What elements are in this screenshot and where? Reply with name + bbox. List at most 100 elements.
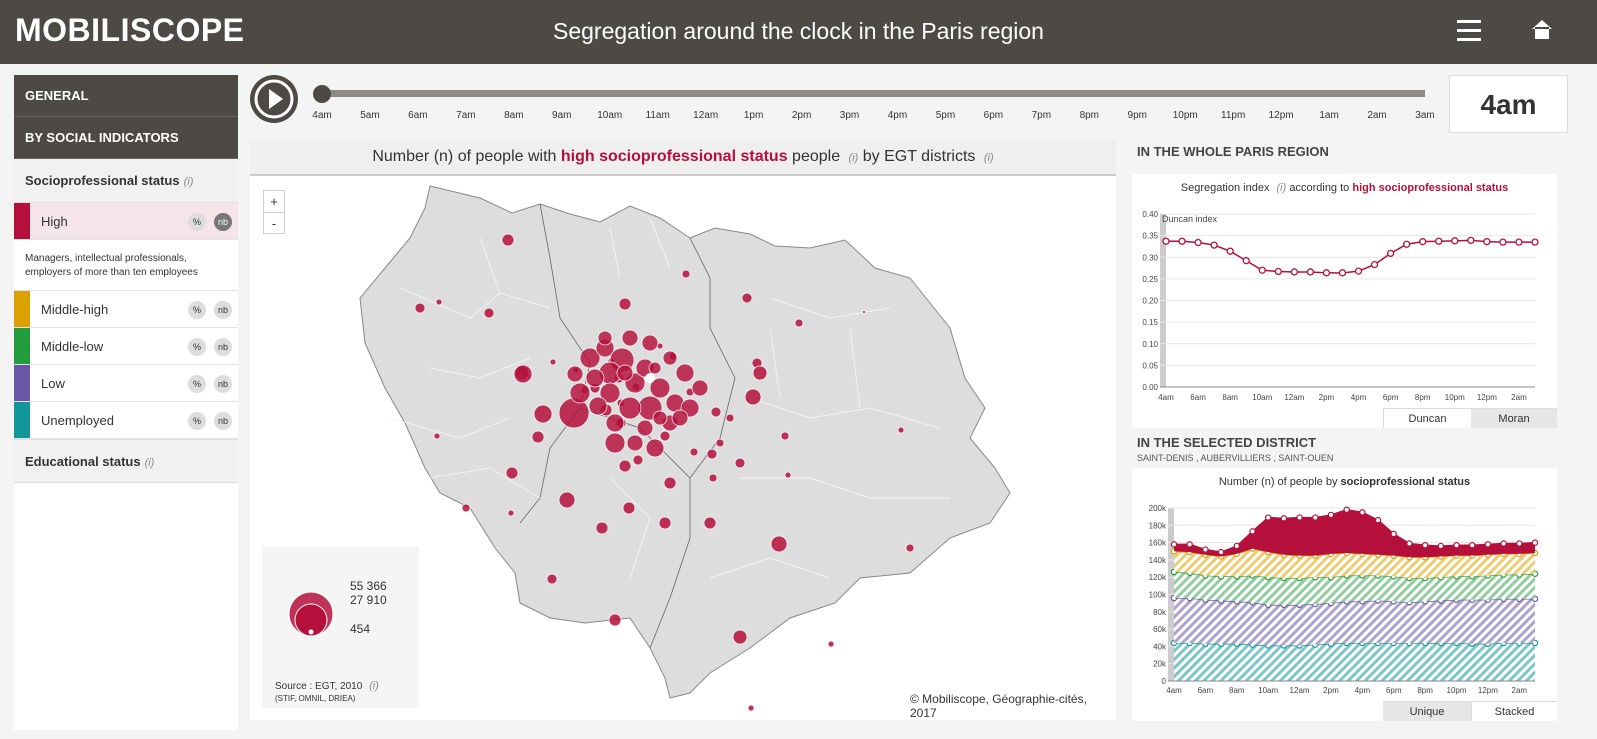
- district-bubble[interactable]: [605, 413, 625, 433]
- tab-moran[interactable]: Moran: [1471, 408, 1557, 428]
- hour-tick-label[interactable]: 7am: [456, 110, 475, 121]
- index-point[interactable]: [1178, 237, 1186, 245]
- time-slider[interactable]: 4am 5am 6am 7am 8am 9am 10am 11am 12am 1pm 2pm 3pm 4…: [310, 80, 1440, 125]
- district-bubble[interactable]: [608, 613, 622, 627]
- district-bubble[interactable]: [618, 459, 632, 473]
- info-icon[interactable]: (i): [1276, 182, 1287, 194]
- series-point[interactable]: [1437, 542, 1445, 550]
- category-item-high[interactable]: High% nb: [14, 203, 238, 240]
- series-point[interactable]: [1280, 515, 1288, 522]
- hour-tick-label[interactable]: 2pm: [792, 110, 811, 121]
- district-bubble[interactable]: [599, 382, 621, 404]
- info-icon[interactable]: (i): [144, 457, 155, 469]
- district-bubble[interactable]: [708, 473, 718, 483]
- district-bubble[interactable]: [725, 413, 735, 423]
- info-icon[interactable]: (i): [983, 152, 994, 164]
- district-bubble[interactable]: [649, 377, 671, 399]
- series-point[interactable]: [1217, 548, 1225, 556]
- selected-district-marker[interactable]: [645, 373, 655, 383]
- index-point[interactable]: [1370, 260, 1379, 269]
- district-bubble[interactable]: [414, 302, 426, 314]
- number-toggle[interactable]: nb: [214, 213, 232, 231]
- hour-tick-label[interactable]: 3pm: [840, 110, 859, 121]
- district-bubble[interactable]: [652, 410, 668, 426]
- index-point[interactable]: [1290, 268, 1298, 276]
- series-point[interactable]: [1516, 540, 1523, 547]
- district-bubble[interactable]: [671, 409, 689, 427]
- series-point[interactable]: [1170, 541, 1178, 548]
- index-point[interactable]: [1467, 236, 1475, 245]
- district-bubble[interactable]: [675, 363, 695, 383]
- hour-tick-label[interactable]: 5am: [360, 110, 379, 121]
- hour-tick-label[interactable]: 5pm: [936, 110, 955, 121]
- hour-tick-label[interactable]: 12am: [693, 110, 718, 121]
- district-bubble[interactable]: [622, 501, 636, 515]
- hour-tick-label[interactable]: 4pm: [888, 110, 907, 121]
- nav-general[interactable]: GENERAL: [14, 75, 238, 117]
- index-point[interactable]: [1258, 266, 1266, 274]
- series-point[interactable]: [1312, 514, 1319, 521]
- series-point[interactable]: [1327, 511, 1335, 519]
- district-bubble[interactable]: [862, 310, 866, 314]
- district-bubble[interactable]: [752, 365, 768, 381]
- district-bubble[interactable]: [662, 350, 678, 366]
- district-bubble[interactable]: [549, 358, 557, 366]
- index-point[interactable]: [1210, 241, 1218, 249]
- nav-by-social-indicators[interactable]: BY SOCIAL INDICATORS: [14, 117, 238, 159]
- district-bubble[interactable]: [710, 406, 722, 418]
- district-bubble[interactable]: [780, 431, 790, 441]
- index-point[interactable]: [1242, 257, 1250, 265]
- district-bubble[interactable]: [827, 640, 835, 648]
- percent-toggle[interactable]: %: [188, 301, 206, 319]
- hour-tick-label[interactable]: 6am: [408, 110, 427, 121]
- district-bubble[interactable]: [626, 434, 644, 452]
- district-bubble[interactable]: [648, 361, 662, 375]
- district-bubble[interactable]: [501, 233, 515, 247]
- index-point[interactable]: [1419, 238, 1427, 246]
- index-point[interactable]: [1226, 247, 1234, 255]
- series-point[interactable]: [1249, 528, 1256, 535]
- series-point[interactable]: [1359, 509, 1366, 516]
- zoom-in-button[interactable]: +: [270, 194, 278, 209]
- series-point[interactable]: [1202, 546, 1209, 553]
- district-bubble[interactable]: [905, 543, 915, 553]
- district-bubble[interactable]: [658, 516, 672, 530]
- district-bubble[interactable]: [770, 535, 788, 553]
- district-bubble[interactable]: [435, 298, 443, 306]
- series-point[interactable]: [1453, 541, 1460, 549]
- district-bubble[interactable]: [794, 318, 804, 328]
- index-point[interactable]: [1194, 238, 1202, 247]
- index-point[interactable]: [1499, 238, 1507, 246]
- segregation-line-chart[interactable]: 0.00 0.05 0.10 0.15 0.20 0.25 0.30 0.35 0.40 Dunc…: [1132, 204, 1557, 404]
- district-bubble[interactable]: [706, 448, 718, 460]
- index-point[interactable]: [1338, 269, 1347, 277]
- hour-tick-label[interactable]: 9am: [552, 110, 571, 121]
- series-point[interactable]: [1186, 541, 1193, 548]
- district-bubble[interactable]: [483, 307, 495, 319]
- district-bubble[interactable]: [566, 365, 584, 383]
- category-item-middle-high[interactable]: Middle-high% nb: [14, 291, 238, 328]
- tab-duncan[interactable]: Duncan: [1383, 408, 1471, 428]
- hour-tick-label[interactable]: 1pm: [744, 110, 763, 121]
- hour-tick-label[interactable]: 11pm: [1221, 110, 1245, 121]
- district-bubble[interactable]: [604, 432, 626, 454]
- district-bubble[interactable]: [691, 379, 709, 397]
- hour-tick-label[interactable]: 1am: [1319, 110, 1338, 121]
- district-bubble[interactable]: [659, 430, 671, 442]
- brand-logo[interactable]: MOBILISCOPE: [15, 12, 245, 48]
- hour-tick-label[interactable]: 9pm: [1128, 110, 1147, 121]
- percent-toggle[interactable]: %: [188, 375, 206, 393]
- number-toggle[interactable]: nb: [214, 375, 232, 393]
- district-bubble[interactable]: [663, 476, 677, 490]
- index-point[interactable]: [1162, 237, 1170, 245]
- district-bubble[interactable]: [621, 329, 639, 347]
- series-point[interactable]: [1406, 540, 1413, 547]
- number-toggle[interactable]: nb: [214, 412, 232, 430]
- index-point[interactable]: [1306, 268, 1315, 276]
- hour-tick-label[interactable]: 3am: [1415, 110, 1434, 121]
- district-bubble[interactable]: [558, 491, 576, 509]
- index-point[interactable]: [1403, 240, 1411, 248]
- number-toggle[interactable]: nb: [214, 301, 232, 319]
- tab-stacked[interactable]: Stacked: [1471, 701, 1557, 721]
- series-point[interactable]: [1531, 539, 1539, 546]
